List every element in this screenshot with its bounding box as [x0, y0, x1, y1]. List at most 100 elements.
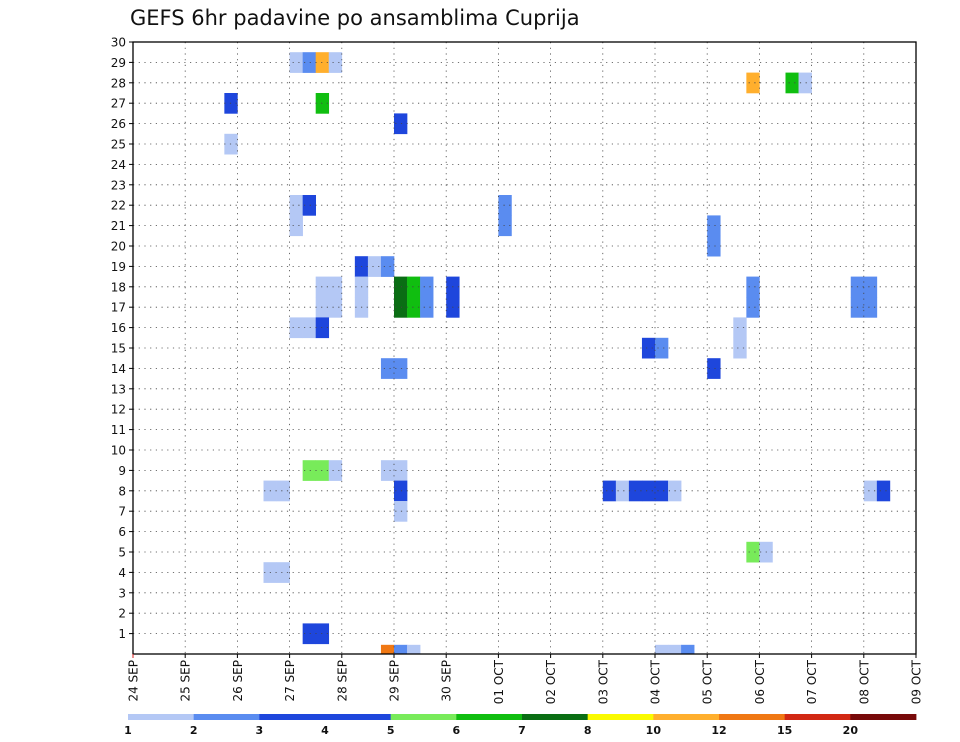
heatmap-cell: [394, 460, 408, 481]
colorbar-label: 10: [646, 724, 662, 737]
x-tick-label: 28 SEP: [335, 660, 349, 702]
y-tick-label: 29: [111, 56, 126, 70]
heatmap-cell: [407, 297, 421, 318]
heatmap-cell: [289, 195, 303, 216]
y-tick-label: 24: [111, 158, 126, 172]
x-tick-label: 07 OCT: [805, 659, 819, 704]
heatmap-cell: [641, 480, 656, 502]
heatmap-cell: [315, 317, 330, 339]
grid-layer: [133, 42, 916, 654]
heatmap-cell: [394, 276, 408, 298]
heatmap-cell: [289, 215, 303, 237]
y-tick-label: 13: [111, 382, 126, 396]
heatmap-cell: [380, 644, 395, 655]
heatmap-cell: [394, 480, 408, 502]
y-tick-label: 30: [111, 36, 126, 50]
colorbar-label: 7: [518, 724, 526, 737]
colorbar-swatch: [456, 714, 523, 720]
colorbar-swatch: [325, 714, 392, 720]
heatmap-cell: [668, 644, 682, 655]
y-tick-label: 9: [118, 464, 126, 478]
heatmap-cell: [315, 93, 330, 114]
y-tick-label: 16: [111, 321, 126, 335]
colorbar-swatch: [259, 714, 326, 720]
heatmap-cell: [798, 72, 812, 94]
heatmap-cell: [863, 480, 878, 502]
y-tick-label: 25: [111, 138, 126, 152]
y-tick-label: 2: [118, 607, 126, 621]
heatmap-cell: [733, 337, 747, 359]
heatmap-cell: [655, 644, 669, 655]
heatmap-cell: [746, 72, 760, 94]
colorbar-label: 1: [124, 724, 132, 737]
y-tick-label: 7: [118, 505, 126, 519]
heatmap-cell: [394, 501, 408, 522]
x-tick-label: 03 OCT: [596, 659, 610, 704]
x-tick-label: 29 SEP: [388, 660, 402, 702]
y-tick-label: 20: [111, 240, 126, 254]
x-tick-label: 30 SEP: [440, 660, 454, 702]
y-tick-label: 5: [118, 546, 126, 560]
colorbar-swatch: [784, 714, 851, 720]
heatmap-cell: [380, 358, 395, 379]
y-tick-label: 26: [111, 117, 126, 131]
heatmap-cell: [315, 52, 330, 73]
y-tick-label: 21: [111, 219, 126, 233]
heatmap-cell: [302, 195, 316, 216]
y-tick-label: 3: [118, 586, 126, 600]
y-tick-label: 14: [111, 362, 126, 376]
heatmap-cell: [380, 460, 395, 481]
heatmap-cell: [746, 297, 760, 318]
heatmap-cell: [420, 276, 434, 298]
heatmap-cell: [876, 480, 891, 502]
heatmap-cell: [863, 297, 878, 318]
x-tick-label: 05 OCT: [701, 659, 715, 704]
heatmap-cell: [733, 317, 747, 339]
x-tick-label: 24 SEP: [127, 660, 141, 702]
y-tick-label: 10: [111, 444, 126, 458]
heatmap-cell: [707, 235, 721, 257]
heatmap-cell: [394, 297, 408, 318]
heatmap-cell: [315, 276, 330, 298]
heatmap-cell: [394, 644, 408, 655]
colorbar-swatch: [193, 714, 260, 720]
colorbar-label: 3: [256, 724, 264, 737]
y-tick-label: 12: [111, 403, 126, 417]
colorbar-label: 4: [321, 724, 329, 737]
y-tick-label: 27: [111, 97, 126, 111]
colorbar-swatch: [850, 714, 917, 720]
x-axis: 24 SEP 25 SEP 26 SEP 27 SEP 28 SEP 29 SEP 30 S…: [127, 654, 924, 704]
y-tick-label: 6: [118, 525, 126, 539]
y-tick-label: 1: [118, 627, 126, 641]
cells-layer: [224, 52, 891, 655]
y-tick-label: 23: [111, 178, 126, 192]
colorbar-swatch: [390, 714, 457, 720]
colorbar-label: 8: [584, 724, 592, 737]
colorbar-swatch: [522, 714, 589, 720]
heatmap-cell: [315, 460, 330, 481]
y-tick-label: 22: [111, 199, 126, 213]
x-tick-label: 25 SEP: [179, 660, 193, 702]
heatmap-cell: [655, 480, 669, 502]
heatmap-cell: [276, 562, 290, 583]
x-tick-label: 08 OCT: [857, 659, 871, 704]
colorbar-label: 12: [711, 724, 726, 737]
colorbar-label: 6: [453, 724, 461, 737]
heatmap-cell: [615, 480, 630, 502]
heatmap-cell: [394, 113, 408, 135]
heatmap-cell: [420, 297, 434, 318]
heatmap-cell: [367, 256, 382, 277]
colorbar-label: 2: [190, 724, 198, 737]
heatmap-cell: [289, 317, 303, 339]
y-tick-label: 11: [111, 423, 126, 437]
heatmap-cell: [655, 337, 669, 359]
heatmap-cell: [302, 623, 316, 645]
chart-title: GEFS 6hr padavine po ansamblima Cuprija: [130, 6, 580, 30]
colorbar-swatch: [587, 714, 654, 720]
heatmap-cell: [328, 297, 343, 318]
x-tick-label: 27 SEP: [283, 660, 297, 702]
heatmap-cell: [407, 276, 421, 298]
heatmap-cell: [707, 358, 721, 379]
heatmap-cell: [863, 276, 878, 298]
